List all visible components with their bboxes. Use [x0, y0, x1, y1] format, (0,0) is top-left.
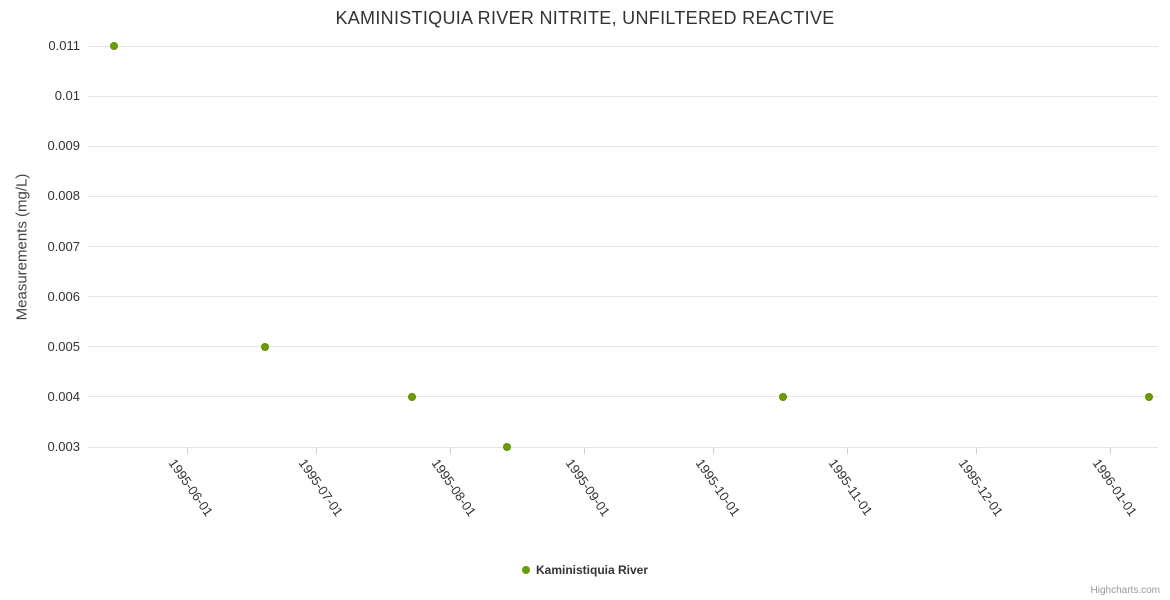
x-axis-label: 1995-08-01: [429, 456, 480, 520]
y-gridline: [88, 396, 1158, 398]
x-axis-label: 1995-06-01: [165, 456, 217, 520]
x-axis-tick: [449, 447, 451, 454]
y-gridline: [88, 346, 1158, 348]
x-axis-tick: [186, 447, 188, 454]
data-point[interactable]: [407, 392, 416, 401]
x-axis-label: 1995-10-01: [692, 456, 743, 520]
y-gridline: [88, 45, 1158, 47]
x-axis-tick: [846, 447, 848, 454]
y-axis-label: 0.007: [47, 238, 80, 254]
chart-title: KAMINISTIQUIA RIVER NITRITE, UNFILTERED …: [335, 8, 835, 28]
y-axis-label: 0.008: [47, 188, 80, 204]
x-axis-tick: [976, 447, 978, 454]
y-axis-label: 0.004: [47, 388, 80, 404]
x-axis-tick: [713, 447, 715, 454]
y-gridline: [88, 195, 1158, 197]
data-point[interactable]: [1145, 392, 1154, 401]
data-point[interactable]: [778, 392, 787, 401]
data-point[interactable]: [109, 42, 118, 50]
y-axis-label: 0.003: [47, 439, 80, 454]
x-axis-label: 1995-12-01: [955, 456, 1006, 520]
y-axis-label: 0.01: [54, 88, 80, 104]
y-gridline: [88, 246, 1158, 247]
x-axis-tick: [1110, 447, 1112, 454]
data-point[interactable]: [260, 342, 269, 351]
legend-item[interactable]: Kaministiquia River: [0, 563, 1170, 577]
y-gridline: [88, 95, 1158, 97]
x-axis-tick: [316, 447, 318, 454]
legend-marker-icon: [521, 566, 530, 574]
y-axis-label: 0.011: [48, 38, 80, 53]
y-gridline: [88, 145, 1158, 147]
y-axis-label: 0.006: [47, 288, 80, 304]
y-axis-label: 0.009: [47, 138, 80, 154]
legend-label: Kaministiquia River: [535, 563, 649, 577]
y-gridline: [88, 446, 1158, 448]
x-axis-label: 1996-01-01: [1089, 456, 1140, 520]
y-axis-label: 0.005: [47, 338, 80, 354]
x-axis-tick: [583, 447, 585, 454]
highcharts-credit-link[interactable]: Highcharts.com: [1090, 585, 1160, 596]
x-axis-label: 1995-09-01: [562, 456, 614, 520]
y-gridline: [88, 296, 1158, 298]
x-axis-label: 1995-07-01: [295, 456, 346, 520]
x-axis-label: 1995-11-01: [826, 456, 876, 519]
data-point[interactable]: [502, 443, 511, 451]
